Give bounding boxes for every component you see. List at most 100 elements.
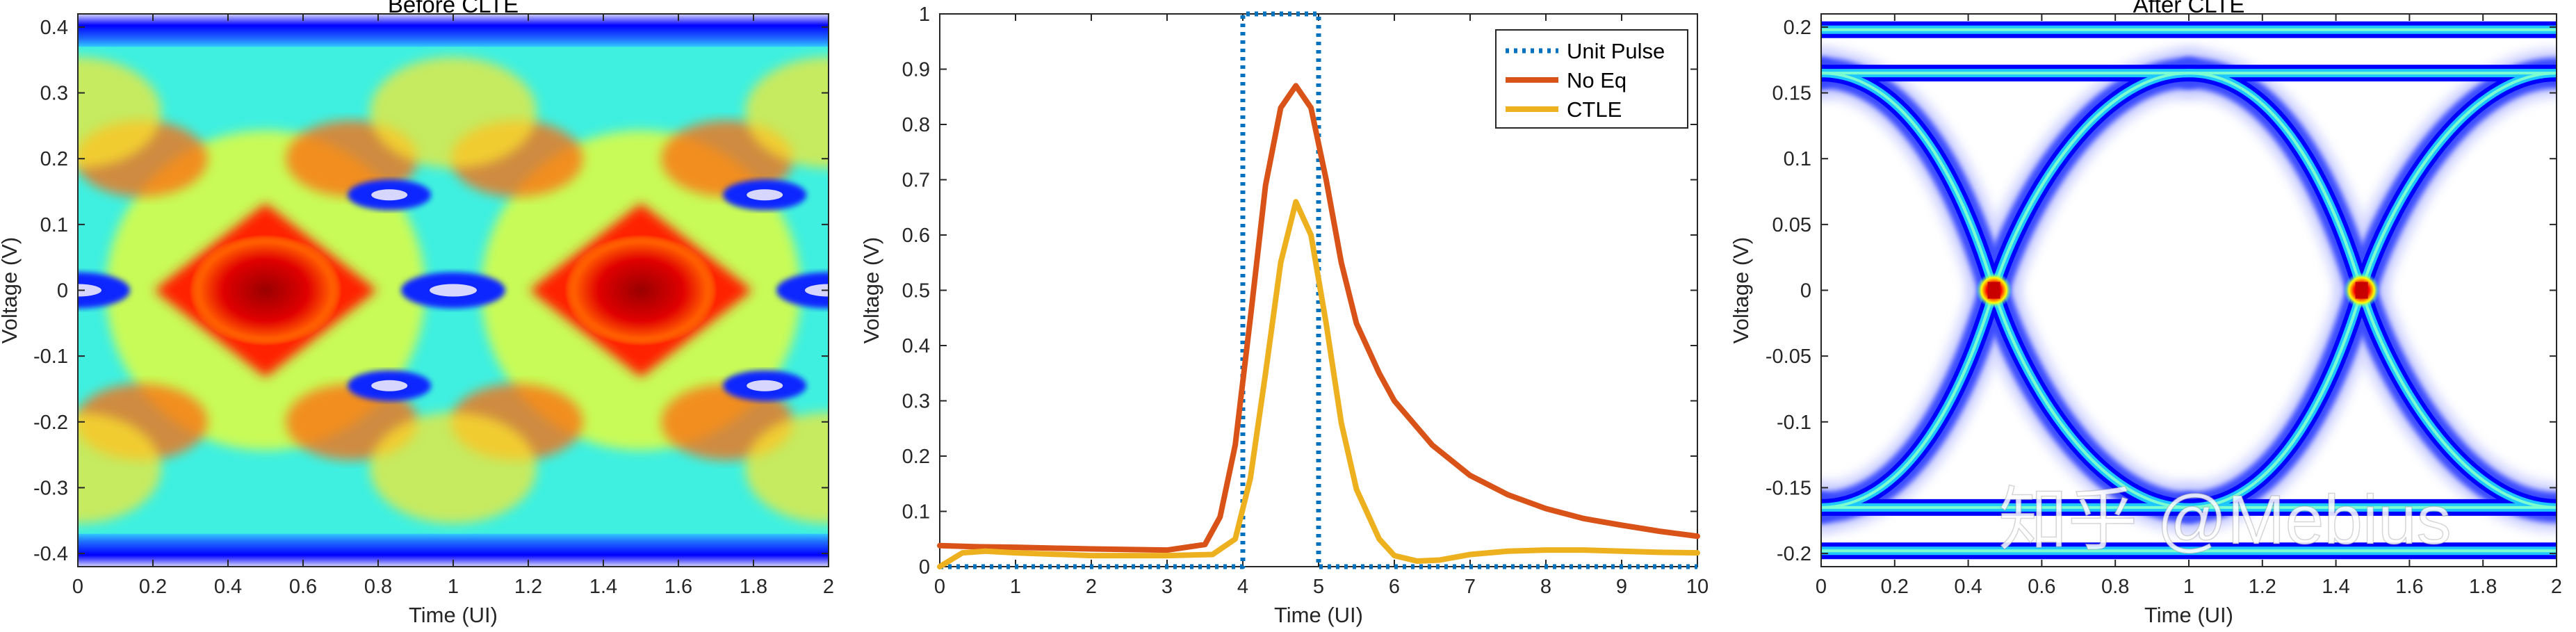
pulse-xtick-label: 9 [1616,576,1627,598]
pulse-xtick-label: 2 [1086,576,1097,598]
after-clte-xtick-label: 0 [1816,576,1827,598]
after-clte-x-axis-label: Time (UI) [2144,603,2233,627]
after-clte-y-axis-label: Voltage (V) [1729,237,1753,343]
eye-trace [1821,503,1825,512]
pulse-ytick-label: 0.6 [902,225,930,247]
crossing-hotspot-core [2355,282,2368,299]
before-clte-xtick-label: 1.2 [514,576,542,598]
pulse-ytick-label: 0 [919,556,930,578]
legend-label: No Eq [1567,68,1627,92]
before-clte-panel: 0 0.2 0.4 0.6 0.8 1 1.2 1.4 1.6 1.8 2 -0.4 -0.3 -0.2 -… [0,0,834,627]
before-clte-xtick-label: 1 [448,576,459,598]
after-clte-eye-heatmap [1821,14,2557,567]
eye-trace [1821,58,1836,89]
after-clte-xtick-label: 1.4 [2322,576,2349,598]
after-clte-ytick-label: 0.05 [1772,214,1811,236]
after-clte-panel: 0 0.2 0.4 0.6 0.8 1 1.2 1.4 1.6 1.8 2 -0.2 -0.15 -0.1… [1729,0,2562,627]
before-clte-ytick-label: -0.1 [33,346,68,368]
before-clte-ytick-label: 0.3 [40,83,68,105]
after-clte-chart-title: After CLTE [2133,0,2245,17]
after-clte-ytick-label: 0.1 [1784,148,1811,170]
crossing-core [189,234,342,346]
pulse-xtick-label: 1 [1010,576,1021,598]
pulse-response-panel: 0 1 2 3 4 5 6 7 8 9 10 0 0.1 0.2 0.3 0.4 0.5 0.6 0.7 0.8 0.9… [859,3,1709,627]
before-clte-xtick-label: 0.4 [214,576,242,598]
before-clte-xtick-label: 1.8 [740,576,767,598]
pulse-xtick-label: 3 [1161,576,1173,598]
after-clte-xtick-label: 0.4 [1954,576,1982,598]
before-clte-xtick-label: 0.8 [364,576,392,598]
crossing-core [564,234,717,346]
crossing-hotspot-core [1987,282,2000,299]
edge-yellow [745,56,829,168]
after-clte-ytick-label: 0.15 [1772,83,1811,105]
pulse-x-axis-label: Time (UI) [1274,603,1363,627]
pulse-ytick-label: 0.8 [902,114,930,136]
before-clte-chart-title: Before CLTE [388,0,519,17]
pulse-y-axis-label: Voltage (V) [859,237,883,343]
edge-yellow [78,412,161,524]
side-blue-blob-core [747,380,783,391]
side-blue-blob-core [371,380,408,391]
pulse-ytick-label: 0.4 [902,335,930,357]
pulse-ytick-label: 0.3 [902,391,930,413]
eye-trace [1821,69,1825,78]
eye-blue-blob-core [430,284,477,297]
before-clte-ytick-label: 0 [57,280,68,302]
before-clte-y-axis-label: Voltage (V) [0,237,22,343]
pulse-xtick-label: 5 [1313,576,1324,598]
pulse-response-axes: 0 1 2 3 4 5 6 7 8 9 10 0 0.1 0.2 0.3 0.4 0.5 0.6 0.7 0.8 0.9… [859,3,1709,627]
before-clte-eye-heatmap [78,14,829,567]
side-blue-blob-core [747,189,783,201]
series-line-ctle [937,199,1700,569]
before-clte-ytick-label: -0.4 [33,543,68,565]
pulse-ytick-label: 0.9 [902,59,930,81]
before-clte-ytick-label: -0.2 [33,412,68,434]
pulse-xtick-label: 4 [1237,576,1248,598]
side-blue-blob-core [371,189,408,201]
eye-blue-blob-core [805,284,829,297]
after-clte-ytick-label: -0.15 [1766,477,1811,499]
eye-trace [1821,499,1829,516]
eye-trace [1821,49,1845,98]
pulse-series-group [937,11,1700,569]
after-clte-ytick-label: 0 [1800,280,1811,302]
eye-blue-blob [78,272,130,309]
after-clte-ytick-label: -0.05 [1766,346,1811,368]
after-clte-xtick-label: 1.2 [2249,576,2276,598]
pulse-ytick-label: 0.5 [902,280,930,302]
legend-label: Unit Pulse [1567,39,1665,63]
eye-trace [1821,72,1823,75]
pulse-xtick-label: 10 [1686,576,1709,598]
before-clte-ytick-label: 0.4 [40,17,68,39]
before-clte-axes: 0 0.2 0.4 0.6 0.8 1 1.2 1.4 1.6 1.8 2 -0.4 -0.3 -0.2 -… [0,0,834,627]
eye-trace [1821,505,1823,509]
after-clte-xtick-label: 1 [2183,576,2194,598]
eye-blue-blob-core [78,284,101,297]
series-line-no-eq [937,83,1700,553]
before-clte-xtick-label: 1.6 [665,576,692,598]
edge-yellow [78,56,161,168]
after-clte-xtick-label: 1.6 [2395,576,2423,598]
before-clte-ytick-label: 0.1 [40,214,68,236]
after-clte-xtick-label: 0.8 [2101,576,2129,598]
pulse-ytick-label: 0.2 [902,446,930,468]
before-clte-xtick-label: 2 [823,576,834,598]
eye-trace [1821,483,1845,532]
legend-label: CTLE [1567,97,1622,122]
pulse-xtick-label: 0 [934,576,945,598]
before-clte-xtick-label: 0.2 [139,576,167,598]
after-clte-axes: 0 0.2 0.4 0.6 0.8 1 1.2 1.4 1.6 1.8 2 -0.2 -0.15 -0.1… [1729,0,2562,627]
after-clte-xtick-label: 0.2 [1881,576,1909,598]
edge-yellow [370,56,537,168]
after-clte-ytick-label: -0.2 [1777,543,1811,565]
eye-blue-blob [776,272,829,309]
before-clte-ytick-label: 0.2 [40,148,68,170]
after-clte-ytick-label: -0.1 [1777,412,1811,434]
before-clte-xtick-label: 1.4 [589,576,617,598]
pulse-xtick-label: 6 [1389,576,1400,598]
watermark: 知乎 @Mebius [1998,481,2452,559]
before-clte-ytick-label: -0.3 [33,477,68,499]
eye-trace [1821,492,1836,523]
